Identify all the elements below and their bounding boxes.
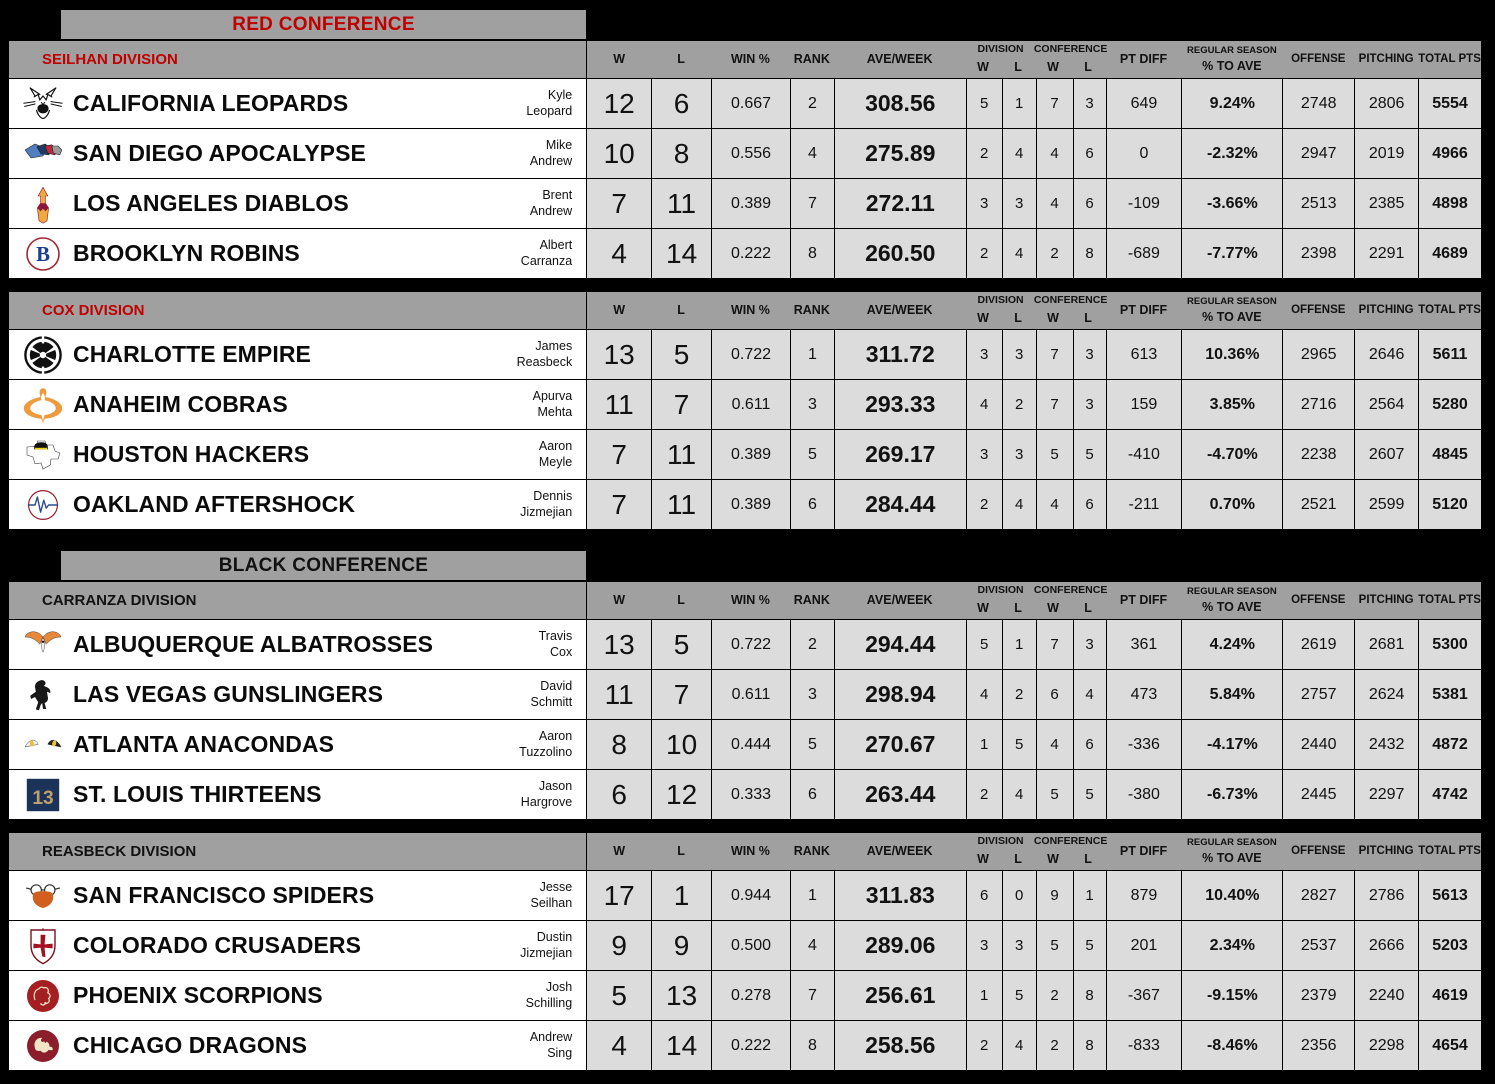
svg-text:B: B: [36, 243, 50, 266]
svg-text:13: 13: [32, 787, 53, 808]
